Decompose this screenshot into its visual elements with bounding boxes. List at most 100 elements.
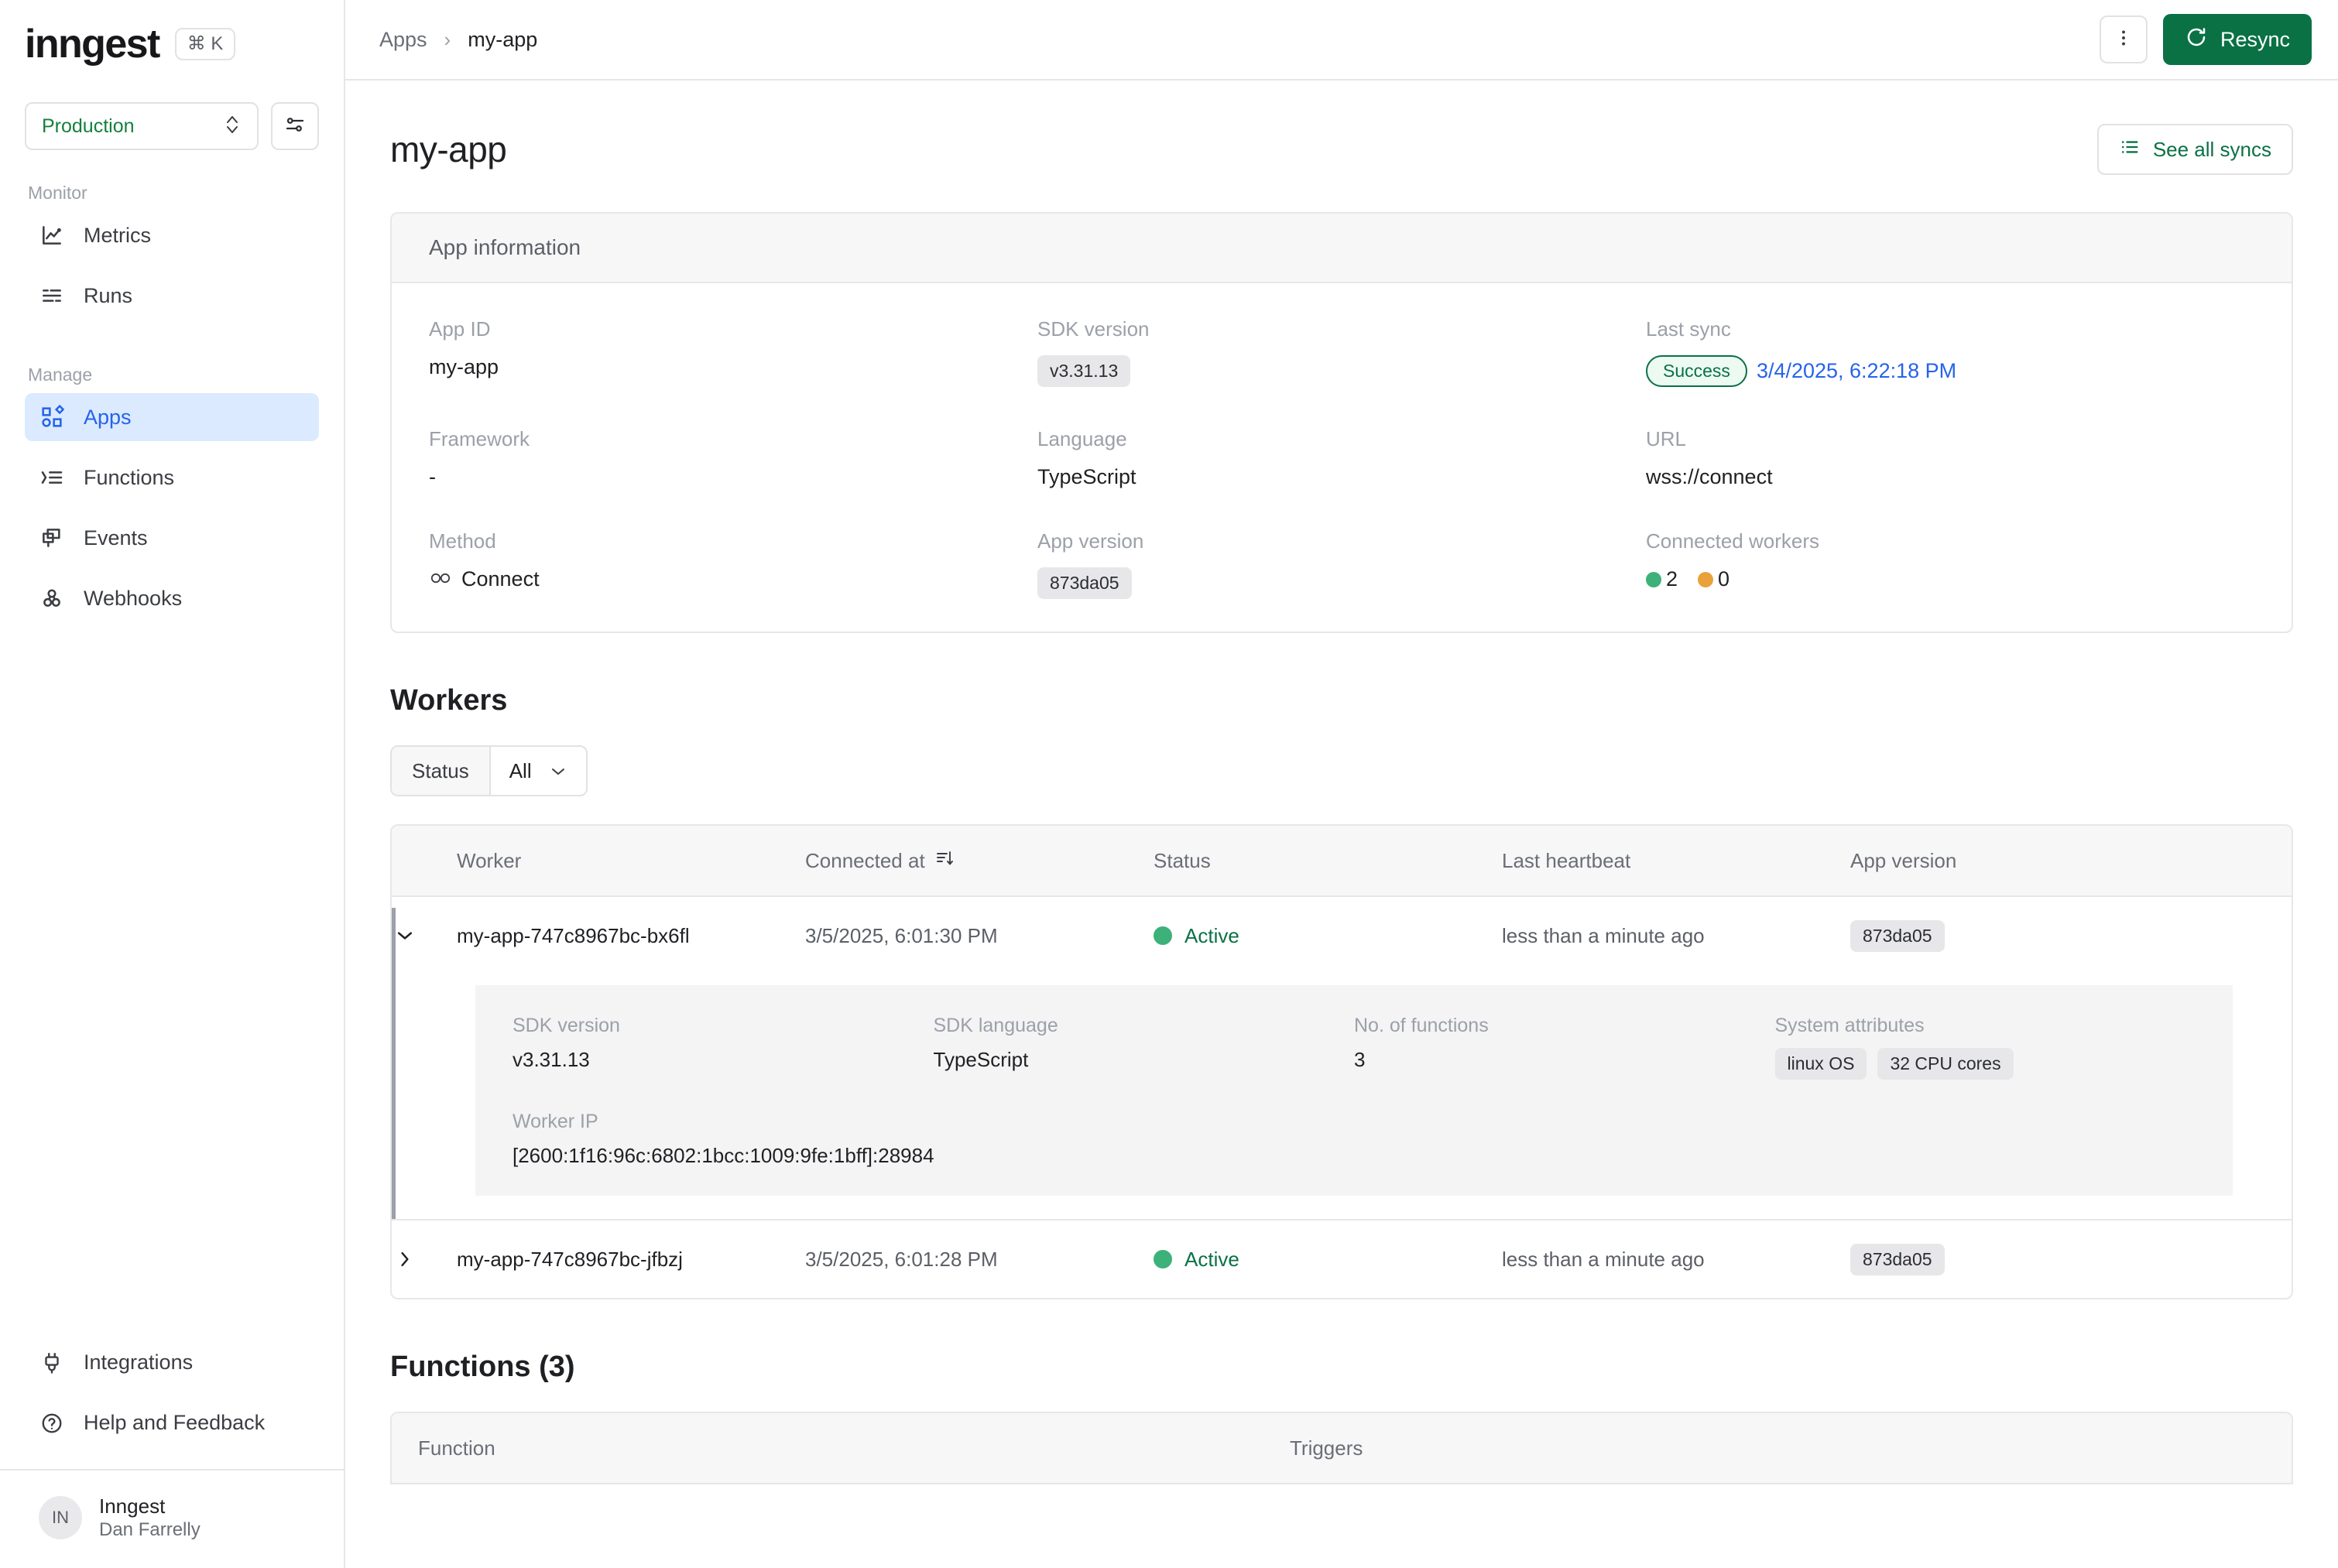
environment-label: Production <box>42 115 135 137</box>
environment-select[interactable]: Production <box>25 102 259 150</box>
method-value-label: Connect <box>461 567 540 591</box>
field-sdk-version: SDK version v3.31.13 <box>1037 317 1646 387</box>
active-workers-count: 2 <box>1666 567 1678 591</box>
field-value: my-app <box>429 355 499 378</box>
sidebar-user-row[interactable]: IN Inngest Dan Farrelly <box>25 1470 319 1568</box>
sidebar-item-events[interactable]: Events <box>25 514 319 562</box>
runs-list-icon <box>39 282 65 309</box>
field-value: Connect <box>429 567 1037 591</box>
column-header-app-version: App version <box>1850 848 1957 872</box>
sidebar-item-apps[interactable]: Apps <box>25 393 319 441</box>
field-connected-workers: Connected workers 2 0 <box>1646 529 2254 599</box>
page-title: my-app <box>390 129 507 169</box>
sidebar-section-manage-label: Manage <box>28 365 93 385</box>
workers-table: Worker Connected at Status Last heartbea… <box>390 824 2293 1299</box>
sidebar-nav-manage: Apps Functions <box>0 393 344 635</box>
row-expand-toggle[interactable] <box>392 929 457 943</box>
status-label: Active <box>1184 923 1239 947</box>
field-label: SDK version <box>1037 317 1150 341</box>
detail-no-of-functions: No. of functions 3 <box>1354 1015 1775 1080</box>
see-all-syncs-button[interactable]: See all syncs <box>2096 124 2293 175</box>
row-expand-toggle[interactable] <box>392 1248 457 1270</box>
sidebar-item-functions[interactable]: Functions <box>25 454 319 502</box>
column-header-connected-at[interactable]: Connected at <box>805 849 1154 873</box>
sidebar-item-webhooks[interactable]: Webhooks <box>25 574 319 622</box>
sidebar-item-label: Integrations <box>84 1351 194 1374</box>
sidebar-item-label: Functions <box>84 465 175 489</box>
app-information-card-body: App ID my-app SDK version v3.31.13 Last … <box>392 283 2292 632</box>
system-attribute-tags: linux OS 32 CPU cores <box>1774 1048 2196 1080</box>
field-label: App version <box>1037 529 1144 553</box>
worker-app-version: 873da05 <box>1850 1243 2292 1275</box>
breadcrumb-separator: › <box>444 27 451 51</box>
sidebar-item-help-and-feedback[interactable]: Help and Feedback <box>25 1399 319 1447</box>
table-row[interactable]: my-app-747c8967bc-bx6fl 3/5/2025, 6:01:3… <box>392 897 2292 974</box>
green-dot-icon <box>1154 926 1172 945</box>
detail-sdk-language: SDK language TypeScript <box>934 1015 1355 1080</box>
breadcrumb-current: my-app <box>468 27 538 51</box>
sidebar-item-runs[interactable]: Runs <box>25 272 319 320</box>
field-label: Last sync <box>1646 317 1731 341</box>
detail-value: TypeScript <box>933 1048 1029 1071</box>
resync-button[interactable]: Resync <box>2162 14 2312 65</box>
see-all-syncs-label: See all syncs <box>2152 137 2271 161</box>
worker-detail-panel: SDK version v3.31.13 SDK language TypeSc… <box>475 985 2233 1196</box>
status-filter-value-wrap[interactable]: All <box>490 747 586 795</box>
sidebar-top: inngest ⌘ K Production <box>0 0 344 150</box>
webhook-icon <box>39 585 65 611</box>
workers-section-title: Workers <box>390 684 508 717</box>
column-header-function: Function <box>418 1436 495 1460</box>
worker-last-heartbeat: less than a minute ago <box>1502 923 1705 947</box>
column-header-worker: Worker <box>457 848 522 872</box>
sidebar-item-label: Events <box>84 526 148 549</box>
sdk-version-pill: v3.31.13 <box>1037 355 1131 387</box>
table-row[interactable]: my-app-747c8967bc-jfbzj 3/5/2025, 6:01:2… <box>392 1221 2292 1298</box>
worker-expanded-region: SDK version v3.31.13 SDK language TypeSc… <box>392 908 2292 1221</box>
chart-line-icon <box>39 222 65 248</box>
status-badge: Success <box>1646 355 1747 387</box>
detail-label: SDK language <box>933 1015 1058 1036</box>
page-header: my-app See all syncs <box>379 80 2304 175</box>
worker-connected-at: 3/5/2025, 6:01:28 PM <box>805 1247 998 1271</box>
page-content: my-app See all syncs App information <box>345 80 2338 1568</box>
status-filter[interactable]: Status All <box>390 745 588 796</box>
sidebar-item-label: Help and Feedback <box>84 1411 266 1434</box>
field-value: TypeScript <box>1037 465 1136 488</box>
field-label: Method <box>429 529 496 553</box>
column-header-label: Connected at <box>805 848 925 872</box>
field-framework: Framework - <box>429 427 1037 489</box>
worker-name: my-app-747c8967bc-bx6fl <box>457 923 690 947</box>
list-icon <box>2119 136 2141 163</box>
worker-detail-grid: SDK version v3.31.13 SDK language TypeSc… <box>513 1015 2196 1168</box>
avatar: IN <box>39 1495 82 1539</box>
environment-row: Production <box>25 102 319 150</box>
chevron-right-icon <box>392 1248 418 1270</box>
chevron-down-icon <box>392 929 418 943</box>
field-label: Framework <box>429 427 530 450</box>
inngest-logo[interactable]: inngest <box>25 22 160 67</box>
sidebar-item-integrations[interactable]: Integrations <box>25 1339 319 1387</box>
last-sync-time-link[interactable]: 3/4/2025, 6:22:18 PM <box>1756 359 1957 382</box>
question-circle-icon <box>39 1410 65 1436</box>
detail-sdk-version: SDK version v3.31.13 <box>513 1015 934 1080</box>
resync-label: Resync <box>2220 27 2290 51</box>
status-active-wrap: Active <box>1154 924 1239 948</box>
sidebar-item-metrics[interactable]: Metrics <box>25 211 319 259</box>
detail-label: System attributes <box>1774 1015 1925 1036</box>
system-attribute-tag: linux OS <box>1774 1048 1867 1080</box>
sidebar-nav-monitor: Metrics Runs <box>0 211 344 332</box>
status-label: Active <box>1184 1247 1239 1271</box>
sidebar: inngest ⌘ K Production <box>0 0 345 1568</box>
topbar: Apps › my-app <box>345 0 2338 80</box>
workers-filter-row: Status All <box>390 745 2293 796</box>
worker-name: my-app-747c8967bc-jfbzj <box>457 1247 683 1271</box>
detail-system-attributes: System attributes linux OS 32 CPU cores <box>1774 1015 2196 1080</box>
chevron-down-icon <box>549 759 567 783</box>
environment-settings-button[interactable] <box>271 102 319 150</box>
more-options-button[interactable] <box>2099 15 2148 63</box>
detail-label: SDK version <box>513 1015 620 1036</box>
kebab-menu-icon <box>2113 28 2134 52</box>
breadcrumb-apps[interactable]: Apps <box>379 27 427 51</box>
command-k-shortcut[interactable]: ⌘ K <box>174 28 236 60</box>
